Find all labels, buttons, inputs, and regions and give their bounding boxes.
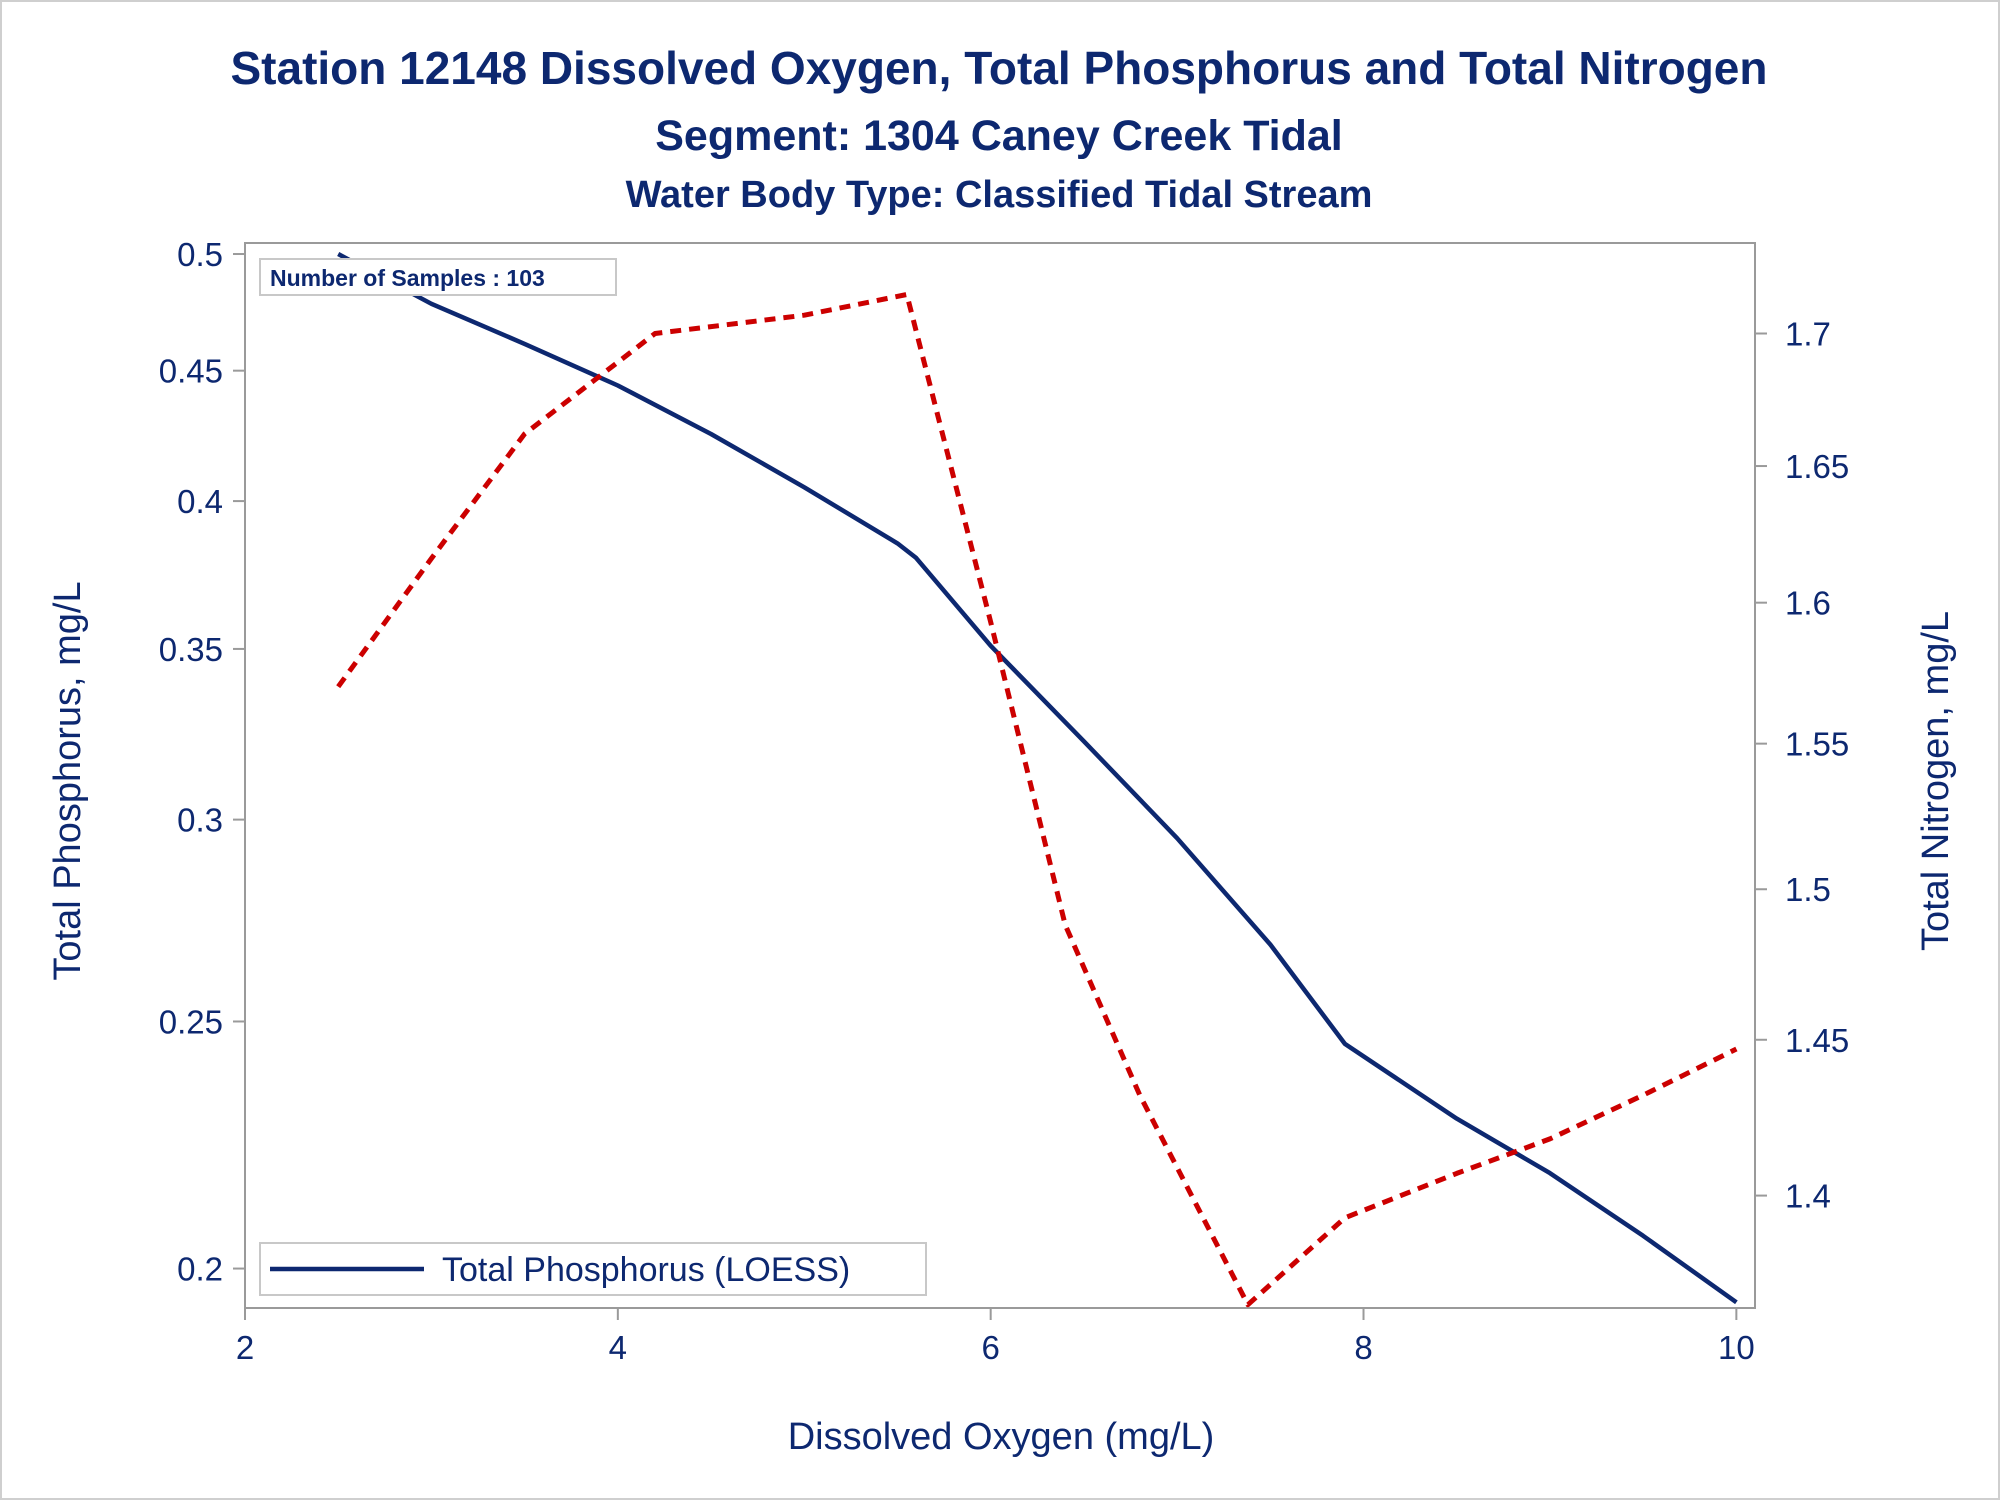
y-tick-label: 0.25 (159, 1003, 223, 1040)
y2-tick-label: 1.4 (1785, 1178, 1831, 1215)
chart-subtitle: Segment: 1304 Caney Creek Tidal (655, 112, 1343, 160)
sample-count-box: Number of Samples : 103 (259, 258, 617, 296)
total-phosphorus-line (337, 252, 1738, 1305)
sample-count-frame (259, 258, 617, 296)
legend-label: Total Phosphorus (LOESS) (442, 1251, 850, 1289)
y-tick-label: 0.3 (177, 802, 223, 839)
plot-frame (244, 242, 1756, 1309)
y-tick-label: 0.5 (177, 236, 223, 273)
y2-tick-label: 1.45 (1785, 1022, 1849, 1059)
sample-count-text: Number of Samples : 103 (270, 265, 545, 291)
chart-subtitle-2: Water Body Type: Classified Tidal Stream (626, 174, 1373, 216)
x-axis-label: Dissolved Oxygen (mg/L) (788, 1416, 1215, 1458)
y-tick-label: 0.45 (159, 353, 223, 390)
y-tick-label: 0.35 (159, 631, 223, 668)
plot-area: 2 4 6 8 10 0.2 0.25 0.3 0.35 0.4 0.45 0.5 1.4 1.45 1.5… (159, 236, 1849, 1366)
x-tick-label: 10 (1718, 1329, 1755, 1366)
y2-tick-label: 1.55 (1785, 726, 1849, 763)
legend: Total Phosphorus (LOESS) (259, 1242, 927, 1296)
y-tick-label: 0.2 (177, 1251, 223, 1288)
y2-axis-label: Total Nitrogen, mg/L (1915, 611, 1957, 951)
chart-title: Station 12148 Dissolved Oxygen, Total Ph… (230, 42, 1767, 94)
y-tick-label: 0.4 (177, 483, 223, 520)
y2-tick-label: 1.5 (1785, 871, 1831, 908)
x-tick-label: 4 (609, 1329, 627, 1366)
total-nitrogen-line (336, 292, 1738, 1308)
y2-tick-label: 1.6 (1785, 585, 1831, 622)
y2-tick-label: 1.7 (1785, 315, 1831, 352)
x-tick-label: 6 (981, 1329, 999, 1366)
y2-tick-label: 1.65 (1785, 448, 1849, 485)
x-tick-label: 8 (1354, 1329, 1372, 1366)
x-tick-label: 2 (236, 1329, 254, 1366)
y-axis-label: Total Phosphorus, mg/L (47, 581, 89, 980)
